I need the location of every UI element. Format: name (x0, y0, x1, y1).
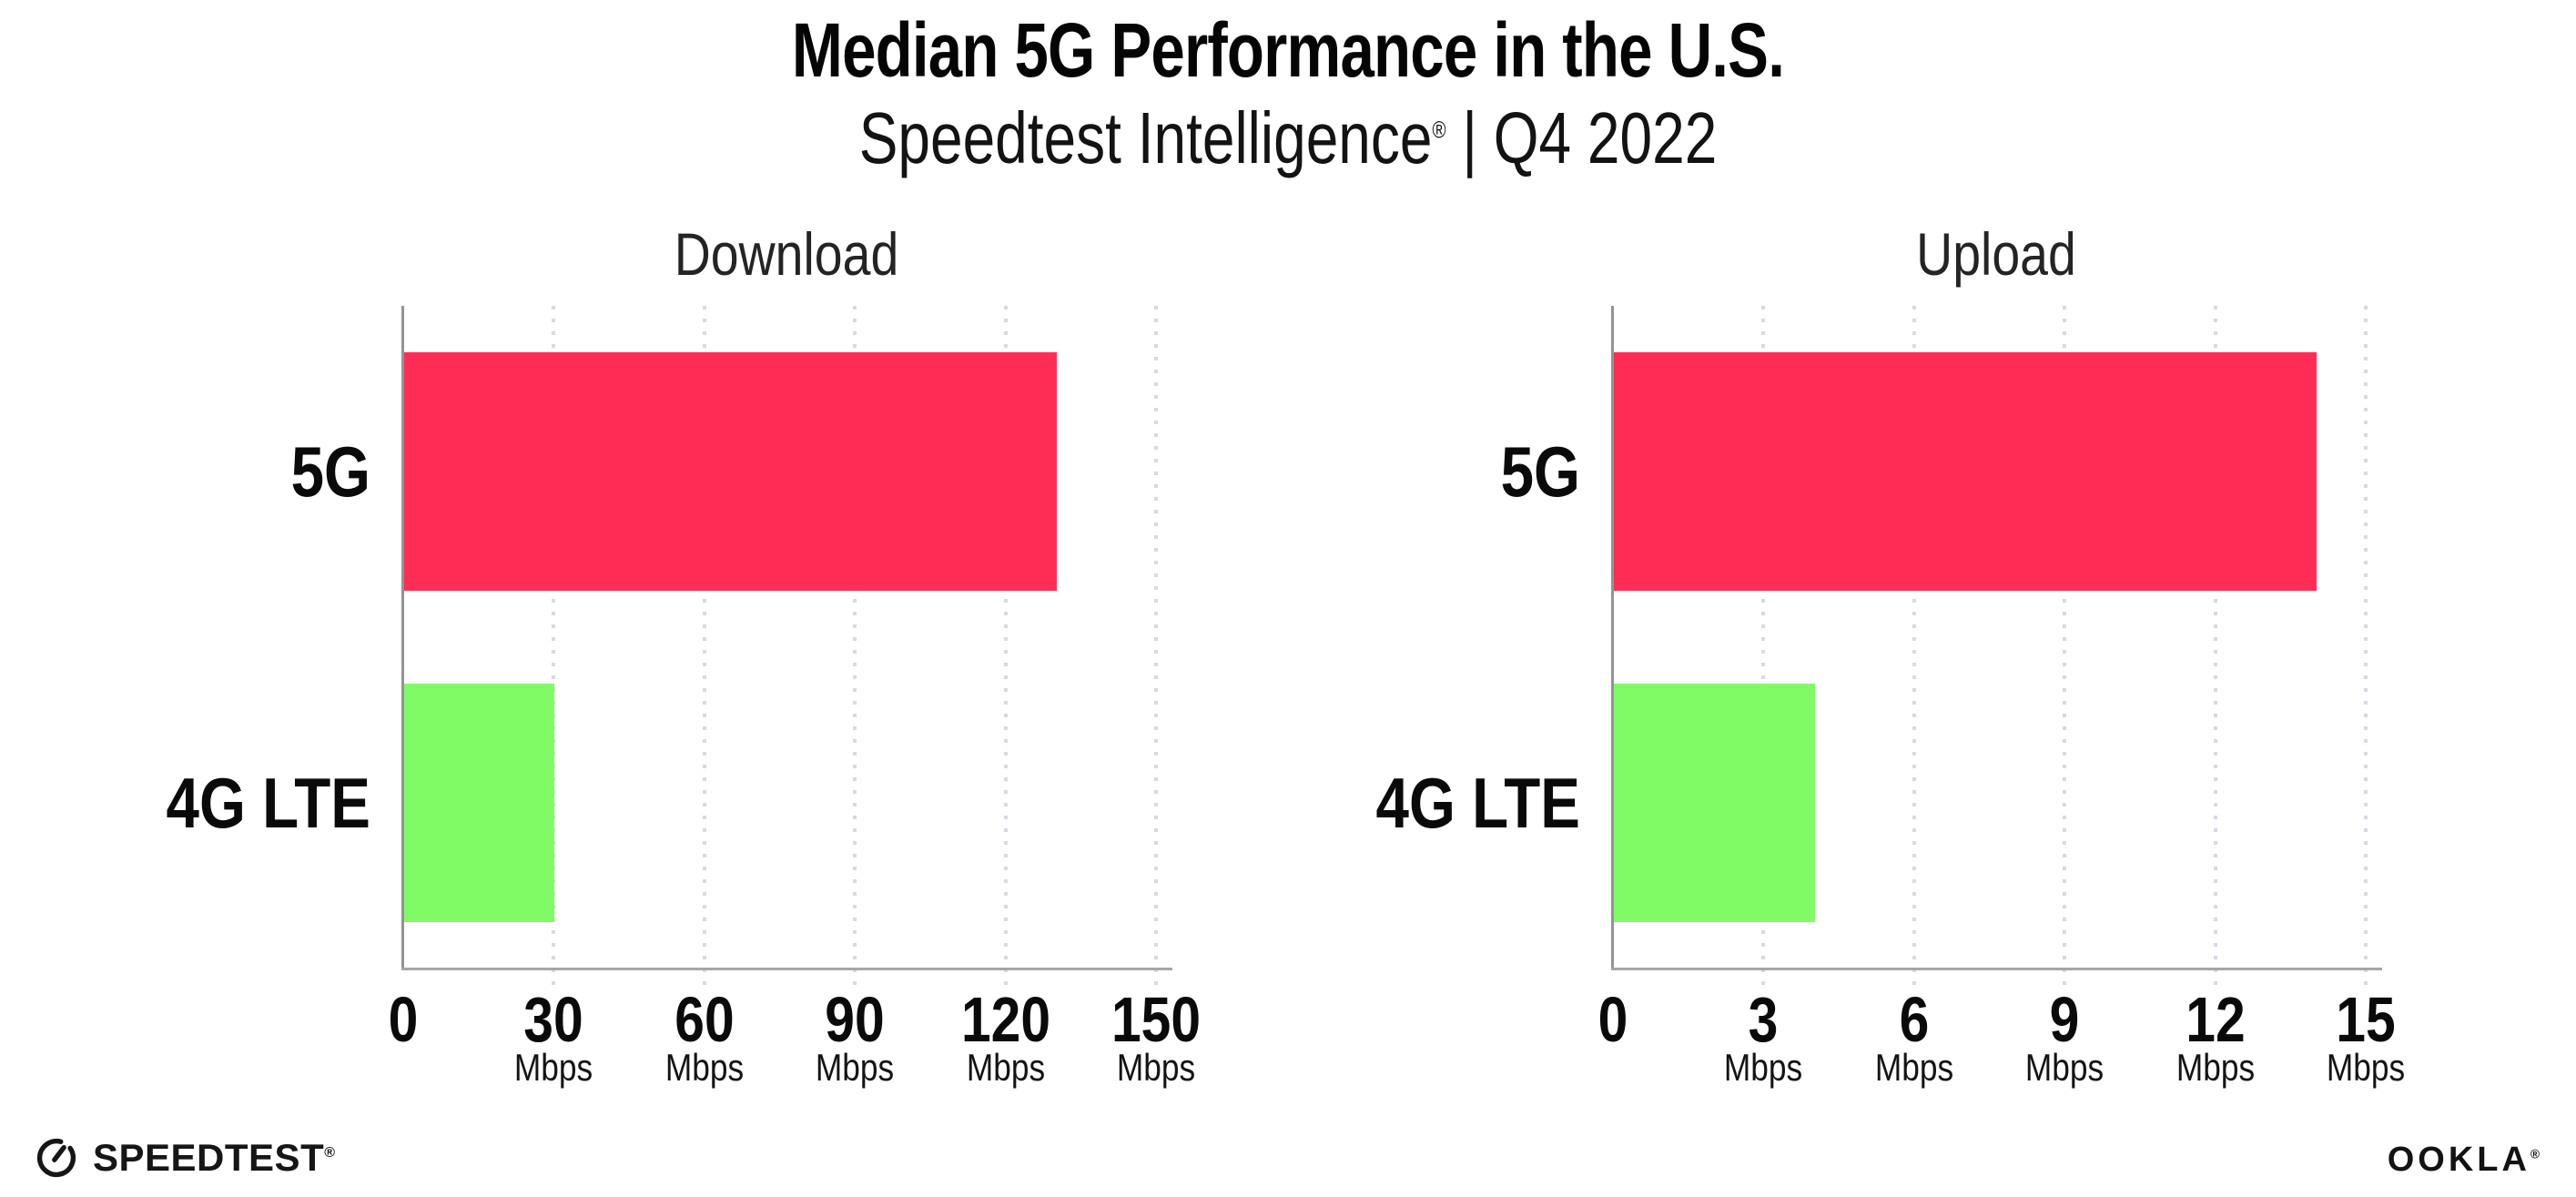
subtitle-period: | Q4 2022 (1445, 97, 1718, 178)
x-tick-unit-label: Mbps (1116, 1046, 1196, 1089)
gridline-150 (1154, 306, 1158, 987)
ookla-wordmark: OOKLA (2387, 1141, 2530, 1179)
x-tick-unit-label: Mbps (816, 1046, 895, 1089)
speedtest-wordmark: SPEEDTEST® (93, 1129, 336, 1187)
x-tick-unit-label: Mbps (966, 1046, 1045, 1089)
download-chart-title: Download (674, 220, 899, 288)
speedtest-gauge-icon (36, 1138, 76, 1178)
x-tick-unit-label: Mbps (2326, 1046, 2406, 1089)
page-subtitle: Speedtest Intelligence® | Q4 2022 (258, 93, 2318, 184)
gridline-90 (853, 306, 857, 987)
ookla-registered-mark: ® (2530, 1147, 2540, 1161)
ookla-logo: OOKLA® (2388, 1136, 2540, 1183)
gridline-15 (2364, 306, 2368, 987)
bar-5g (404, 352, 1057, 591)
bar-4g-lte (1614, 684, 1815, 922)
speedtest-label: SPEEDTEST (93, 1136, 325, 1179)
x-tick-label: 15 (2336, 984, 2396, 1055)
x-tick-unit-label: Mbps (1874, 1046, 1953, 1089)
x-axis-line (401, 968, 1172, 970)
x-tick-label: 6 (1899, 984, 1930, 1055)
subtitle-brand: Speedtest Intelligence (858, 97, 1433, 178)
gridline-3 (1761, 306, 1766, 987)
gridline-30 (552, 306, 556, 987)
x-tick-label: 90 (825, 984, 885, 1055)
gridline-6 (1912, 306, 1916, 987)
upload-chart-title: Upload (1916, 220, 2076, 288)
category-label: 4G LTE (1375, 763, 1580, 843)
speedtest-registered-mark: ® (324, 1145, 336, 1161)
gridline-60 (702, 306, 706, 987)
gridline-120 (1003, 306, 1008, 987)
x-tick-unit-label: Mbps (1724, 1046, 1803, 1089)
gridline-9 (2063, 306, 2067, 987)
bar-5g (1614, 352, 2317, 591)
x-tick-unit-label: Mbps (2025, 1046, 2104, 1089)
x-tick-label: 150 (1111, 984, 1202, 1055)
speedtest-logo: SPEEDTEST® (33, 1129, 336, 1187)
x-tick-label: 30 (523, 984, 584, 1055)
category-label: 5G (290, 431, 370, 512)
x-tick-label: 0 (388, 984, 419, 1055)
y-axis-line (1611, 306, 1614, 969)
x-tick-unit-label: Mbps (514, 1046, 593, 1089)
x-tick-label: 60 (674, 984, 735, 1055)
bar-4g-lte (404, 684, 555, 922)
category-label: 4G LTE (166, 763, 370, 843)
x-tick-unit-label: Mbps (664, 1046, 744, 1089)
x-tick-unit-label: Mbps (2175, 1046, 2255, 1089)
registered-mark: ® (1432, 117, 1446, 144)
y-axis-line (401, 306, 404, 969)
x-tick-label: 0 (1597, 984, 1628, 1055)
x-axis-line (1611, 968, 2382, 970)
page-title: Median 5G Performance in the U.S. (791, 7, 1785, 93)
x-tick-label: 9 (2049, 984, 2080, 1055)
x-tick-label: 120 (960, 984, 1050, 1055)
gridline-12 (2213, 306, 2217, 987)
category-label: 5G (1500, 431, 1580, 512)
x-tick-label: 12 (2185, 984, 2246, 1055)
x-tick-label: 3 (1749, 984, 1779, 1055)
